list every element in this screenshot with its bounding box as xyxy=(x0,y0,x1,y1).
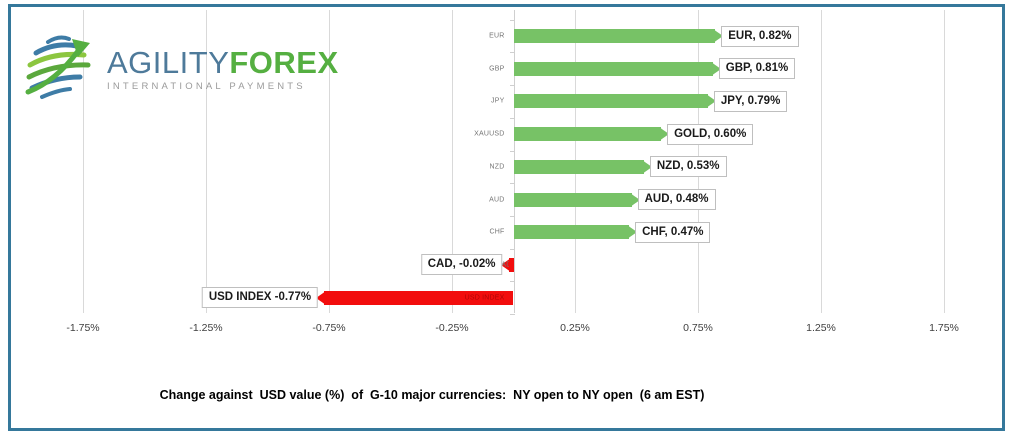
bar-data-label: CHF, 0.47% xyxy=(635,221,711,243)
data-label-pointer xyxy=(627,225,638,240)
x-tick-label: 0.25% xyxy=(560,322,590,334)
x-tick-label: -1.75% xyxy=(66,322,100,334)
category-axis-tick xyxy=(509,117,515,119)
category-axis-tick xyxy=(509,19,515,21)
brand-logo: AGILITYFOREX INTERNATIONAL PAYMENTS xyxy=(22,29,339,110)
x-tick-label: 1.25% xyxy=(806,322,836,334)
x-tick-label: 1.75% xyxy=(929,322,959,334)
data-label-pointer xyxy=(705,94,716,109)
gridline xyxy=(452,10,453,313)
category-axis-tick xyxy=(509,313,515,315)
bar-data-label: NZD, 0.53% xyxy=(649,156,727,178)
bar-nzd xyxy=(513,159,644,174)
data-label-pointer xyxy=(659,127,670,142)
category-label: CHF xyxy=(489,228,505,236)
bar-chf xyxy=(513,225,630,240)
chart-title: Change against USD value (%) of G-10 maj… xyxy=(159,388,705,402)
bar-data-label: USD INDEX -0.77% xyxy=(201,287,319,309)
bar-chart-plot: -1.75% -1.25% -0.75% -0.25% 0.25% 0.75% 1.25% 1… xyxy=(11,7,1002,428)
brand-text: AGILITYFOREX INTERNATIONAL PAYMENTS xyxy=(107,45,339,93)
bar-cad xyxy=(508,257,514,272)
category-axis-tick xyxy=(509,183,515,185)
bar-aud xyxy=(513,192,632,207)
category-label: USD INDEX xyxy=(464,294,505,302)
x-tick-label: -1.25% xyxy=(189,322,223,334)
category-label: CAD xyxy=(496,261,512,269)
brand-name: AGILITYFOREX xyxy=(107,45,339,80)
gridline xyxy=(821,10,822,313)
bar-data-label: AUD, 0.48% xyxy=(637,189,716,210)
category-label: JPY xyxy=(491,97,505,105)
category-axis-tick xyxy=(509,281,515,283)
bar-data-label: CAD, -0.02% xyxy=(420,254,503,276)
category-label: AUD xyxy=(489,196,505,203)
category-axis-tick xyxy=(509,85,515,87)
data-label-pointer xyxy=(713,29,724,43)
category-label: NZD xyxy=(489,163,505,171)
data-label-pointer xyxy=(316,290,327,305)
category-axis-tick xyxy=(509,215,515,217)
brand-tagline: INTERNATIONAL PAYMENTS xyxy=(107,81,306,92)
data-label-pointer xyxy=(629,192,640,207)
x-tick-label: -0.75% xyxy=(312,322,346,334)
bar-data-label: JPY, 0.79% xyxy=(713,90,788,112)
brand-name-agility: AGILITY xyxy=(107,45,230,80)
x-tick-label: -0.25% xyxy=(435,322,469,334)
bar-eur xyxy=(513,29,716,43)
chart-frame: AGILITYFOREX INTERNATIONAL PAYMENTS -1.7… xyxy=(8,4,1005,431)
category-label: GBP xyxy=(489,65,505,73)
gridline xyxy=(944,10,945,313)
bar-gbp xyxy=(513,61,713,76)
bar-data-label: EUR, 0.82% xyxy=(721,25,799,47)
bar-data-label: GOLD, 0.60% xyxy=(667,123,754,145)
data-label-pointer xyxy=(641,159,652,174)
category-label: XAUUSD xyxy=(474,130,505,138)
bar-usd-index xyxy=(324,290,514,305)
x-tick-label: 0.75% xyxy=(683,322,713,334)
category-axis-tick xyxy=(509,150,515,152)
globe-arrow-icon xyxy=(22,29,100,110)
bar-xauusd xyxy=(513,127,662,142)
bar-data-label: GBP, 0.81% xyxy=(718,58,796,80)
data-label-pointer xyxy=(500,257,511,272)
category-axis-tick xyxy=(509,248,515,250)
data-label-pointer xyxy=(710,61,721,76)
gridline xyxy=(206,10,207,313)
category-axis-tick xyxy=(509,52,515,54)
bar-jpy xyxy=(513,94,708,109)
gridline xyxy=(83,10,84,313)
gridline xyxy=(329,10,330,313)
category-label: EUR xyxy=(489,32,505,40)
brand-name-forex: FOREX xyxy=(229,45,339,80)
